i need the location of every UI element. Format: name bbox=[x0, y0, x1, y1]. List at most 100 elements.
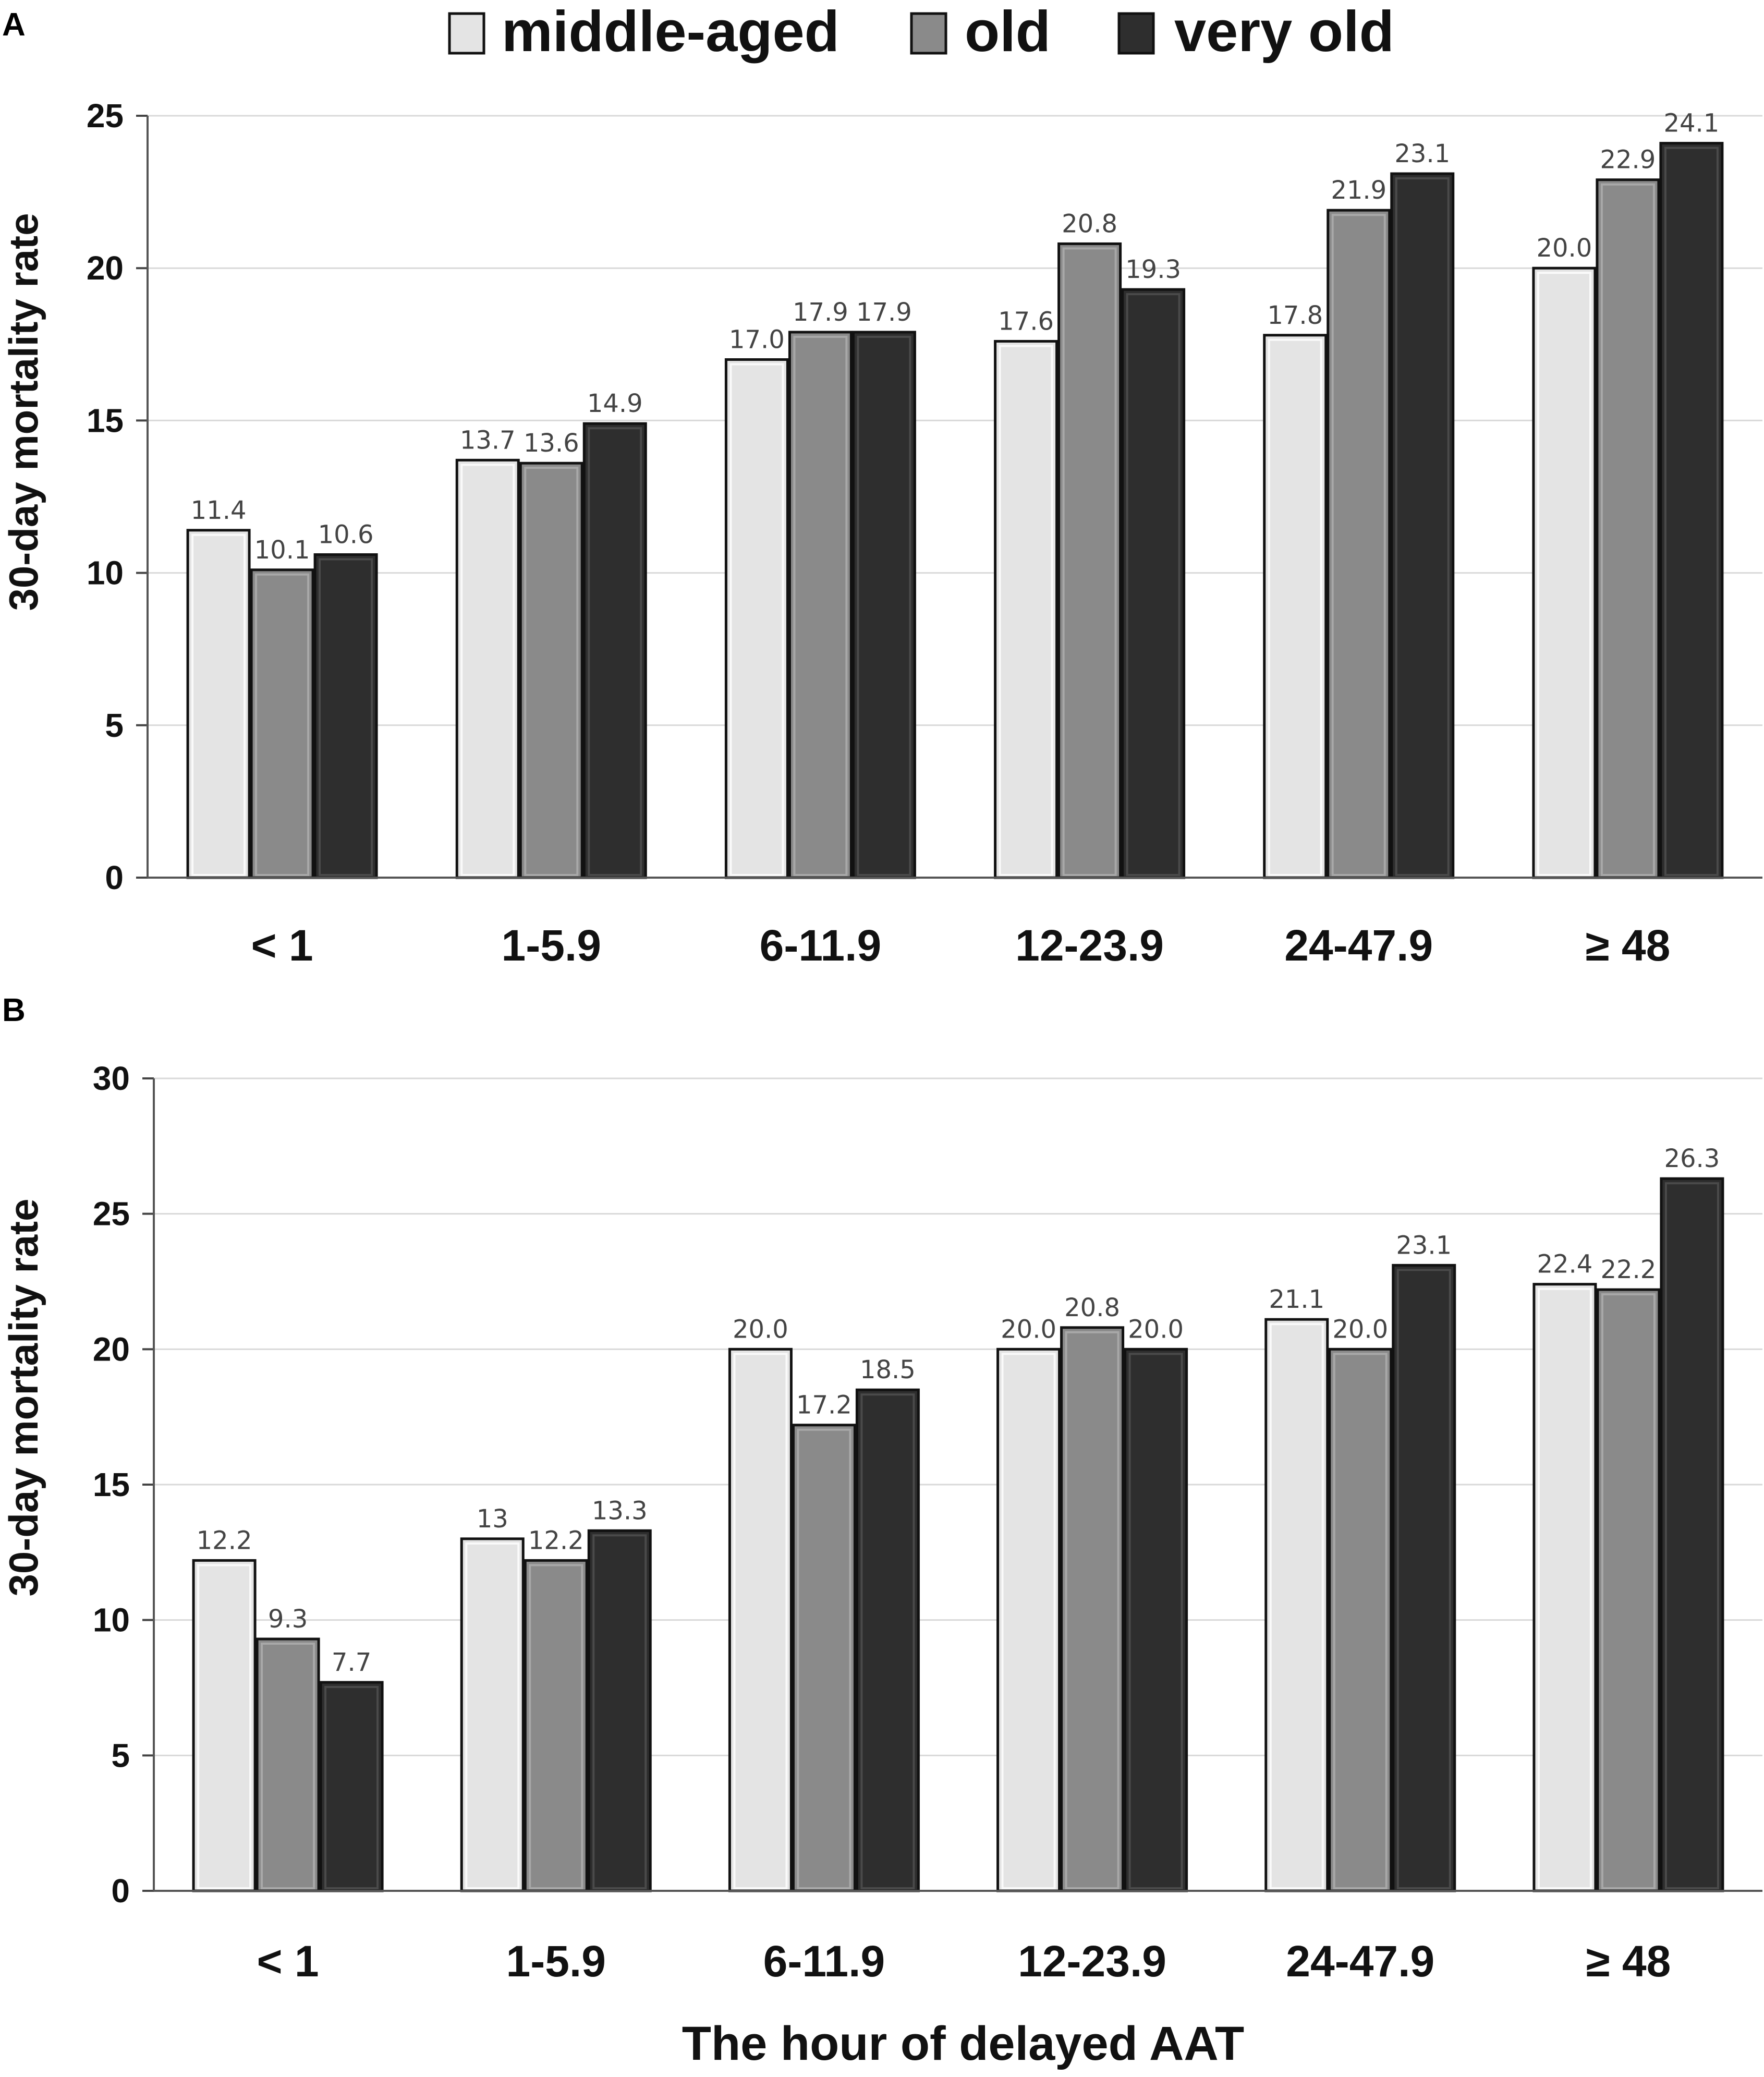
data-label-very-old-12-23-9: 19.3 bbox=[1125, 255, 1181, 284]
legend-swatch-middle-aged bbox=[448, 12, 485, 55]
data-label-middle-aged-6-11-9: 17.0 bbox=[729, 325, 785, 355]
bar-old-lt-1[interactable] bbox=[256, 1637, 320, 1892]
axes-a bbox=[136, 115, 1762, 879]
bar-very-old-lt-1[interactable] bbox=[313, 553, 378, 879]
data-label-middle-aged-12-23-9: 17.6 bbox=[998, 307, 1054, 336]
bar-old-1-5-9[interactable] bbox=[519, 461, 583, 879]
bar-bevel bbox=[1664, 1182, 1719, 1889]
data-label-middle-aged-ge-48: 22.4 bbox=[1537, 1250, 1592, 1279]
x-tick-label-lt-1: < 1 bbox=[257, 1937, 319, 1986]
y-tick-label: 30 bbox=[93, 1060, 130, 1097]
chart-panel-b: 12.2 9.3 7.7 13 12.2 13.3 20.0 17.2 18.5 20.0 20.8… bbox=[1, 1060, 1762, 1986]
bar-bevel bbox=[1537, 272, 1591, 877]
bar-middle-aged-24-47-9[interactable] bbox=[1263, 334, 1328, 879]
bar-middle-aged-1-5-9[interactable] bbox=[455, 458, 520, 879]
legend-item-middle-aged[interactable]: middle-aged bbox=[448, 0, 840, 64]
legend-item-old[interactable]: old bbox=[910, 0, 1051, 64]
bar-old-ge-48[interactable] bbox=[1596, 178, 1660, 879]
bar-middle-aged-6-11-9[interactable] bbox=[724, 358, 789, 879]
bar-middle-aged-ge-48[interactable] bbox=[1532, 266, 1597, 879]
panel-label-b: B bbox=[2, 992, 26, 1028]
data-label-middle-aged-lt-1: 11.4 bbox=[191, 496, 247, 525]
bar-old-1-5-9[interactable] bbox=[524, 1559, 588, 1892]
bar-old-24-47-9[interactable] bbox=[1327, 209, 1391, 879]
y-tick-label: 25 bbox=[87, 97, 124, 135]
data-label-middle-aged-lt-1: 12.2 bbox=[197, 1526, 252, 1555]
data-label-old-ge-48: 22.9 bbox=[1600, 145, 1656, 175]
bar-old-lt-1[interactable] bbox=[250, 568, 314, 879]
data-label-very-old-1-5-9: 13.3 bbox=[592, 1496, 648, 1525]
grid-lines-a bbox=[148, 115, 1762, 726]
bar-old-6-11-9[interactable] bbox=[792, 1424, 856, 1892]
bar-bevel bbox=[793, 335, 848, 877]
bar-very-old-24-47-9[interactable] bbox=[1392, 1264, 1456, 1892]
bar-very-old-ge-48[interactable] bbox=[1660, 1177, 1724, 1892]
bar-bevel bbox=[1396, 1269, 1451, 1890]
bar-middle-aged-12-23-9[interactable] bbox=[996, 1347, 1061, 1892]
bar-bevel bbox=[733, 1353, 788, 1889]
panel-label-a: A bbox=[2, 7, 26, 43]
bar-very-old-6-11-9[interactable] bbox=[851, 331, 916, 879]
bar-very-old-24-47-9[interactable] bbox=[1390, 172, 1455, 879]
legend-item-very-old[interactable]: very old bbox=[1117, 0, 1394, 64]
bar-very-old-ge-48[interactable] bbox=[1659, 142, 1724, 879]
bar-very-old-lt-1[interactable] bbox=[319, 1681, 384, 1892]
bar-bevel bbox=[255, 573, 310, 876]
x-tick-label-12-23-9: 12-23.9 bbox=[1018, 1937, 1166, 1986]
data-label-old-1-5-9: 12.2 bbox=[528, 1526, 584, 1555]
bar-old-24-47-9[interactable] bbox=[1328, 1347, 1393, 1892]
data-label-old-lt-1: 9.3 bbox=[268, 1605, 308, 1634]
x-tick-label-6-11-9: 6-11.9 bbox=[760, 921, 882, 970]
bar-very-old-12-23-9[interactable] bbox=[1121, 288, 1186, 879]
bar-old-ge-48[interactable] bbox=[1596, 1288, 1661, 1892]
data-label-old-24-47-9: 20.0 bbox=[1332, 1315, 1388, 1344]
data-label-very-old-1-5-9: 14.9 bbox=[587, 389, 643, 418]
bar-bevel bbox=[729, 363, 784, 876]
y-tick-label: 5 bbox=[105, 707, 124, 744]
bar-middle-aged-6-11-9[interactable] bbox=[728, 1347, 793, 1892]
data-label-old-24-47-9: 21.9 bbox=[1331, 176, 1386, 205]
bar-middle-aged-12-23-9[interactable] bbox=[994, 339, 1059, 879]
y-tick-label: 15 bbox=[87, 402, 124, 439]
data-label-very-old-12-23-9: 20.0 bbox=[1128, 1315, 1184, 1344]
bar-old-12-23-9[interactable] bbox=[1060, 1326, 1125, 1892]
data-label-very-old-6-11-9: 17.9 bbox=[856, 298, 912, 327]
bar-bevel bbox=[1333, 1353, 1388, 1889]
data-label-middle-aged-1-5-9: 13.7 bbox=[460, 426, 516, 455]
bar-middle-aged-lt-1[interactable] bbox=[192, 1559, 257, 1892]
bar-old-6-11-9[interactable] bbox=[788, 331, 853, 879]
data-label-very-old-lt-1: 10.6 bbox=[318, 520, 374, 550]
y-tick-label: 15 bbox=[93, 1466, 130, 1503]
y-tick-label: 25 bbox=[93, 1195, 130, 1233]
bar-bevel bbox=[1062, 247, 1117, 876]
data-label-very-old-ge-48: 26.3 bbox=[1664, 1144, 1720, 1173]
x-axis-title: The hour of delayed AAT bbox=[682, 2017, 1244, 2070]
bar-very-old-1-5-9[interactable] bbox=[587, 1529, 652, 1892]
bar-middle-aged-ge-48[interactable] bbox=[1532, 1283, 1597, 1892]
bar-middle-aged-lt-1[interactable] bbox=[186, 529, 251, 879]
y-tick-label: 10 bbox=[87, 554, 124, 592]
bar-very-old-6-11-9[interactable] bbox=[855, 1388, 920, 1892]
bar-very-old-1-5-9[interactable] bbox=[582, 422, 647, 879]
bar-old-12-23-9[interactable] bbox=[1057, 242, 1122, 879]
bar-bevel bbox=[1268, 338, 1322, 877]
y-tick-label: 0 bbox=[111, 1872, 130, 1910]
x-tick-label-lt-1: < 1 bbox=[251, 921, 313, 970]
bar-bevel bbox=[324, 1686, 379, 1889]
y-tick-label: 5 bbox=[111, 1736, 130, 1774]
y-tick-labels-b: 0 5 10 15 20 25 30 bbox=[93, 1060, 130, 1910]
bar-bevel bbox=[860, 1393, 915, 1890]
legend-swatch-old bbox=[910, 12, 947, 55]
legend-swatch-very-old bbox=[1117, 12, 1155, 55]
bar-bevel bbox=[261, 1643, 315, 1890]
y-tick-label: 0 bbox=[105, 859, 124, 896]
bar-bevel bbox=[1001, 1353, 1056, 1889]
chart-panel-a: 11.410.1 10.6 13.7 13.6 14.9 17.0 17.9 17.9 17.6… bbox=[1, 97, 1762, 970]
data-label-middle-aged-1-5-9: 13 bbox=[477, 1504, 508, 1534]
bar-middle-aged-24-47-9[interactable] bbox=[1264, 1318, 1329, 1892]
data-labels-b: 12.2 9.3 7.7 13 12.2 13.3 20.0 17.2 18.5 20.0 20.8… bbox=[197, 1144, 1720, 1677]
bar-bevel bbox=[1600, 183, 1655, 876]
bar-middle-aged-1-5-9[interactable] bbox=[460, 1537, 525, 1892]
bar-very-old-12-23-9[interactable] bbox=[1124, 1347, 1188, 1892]
